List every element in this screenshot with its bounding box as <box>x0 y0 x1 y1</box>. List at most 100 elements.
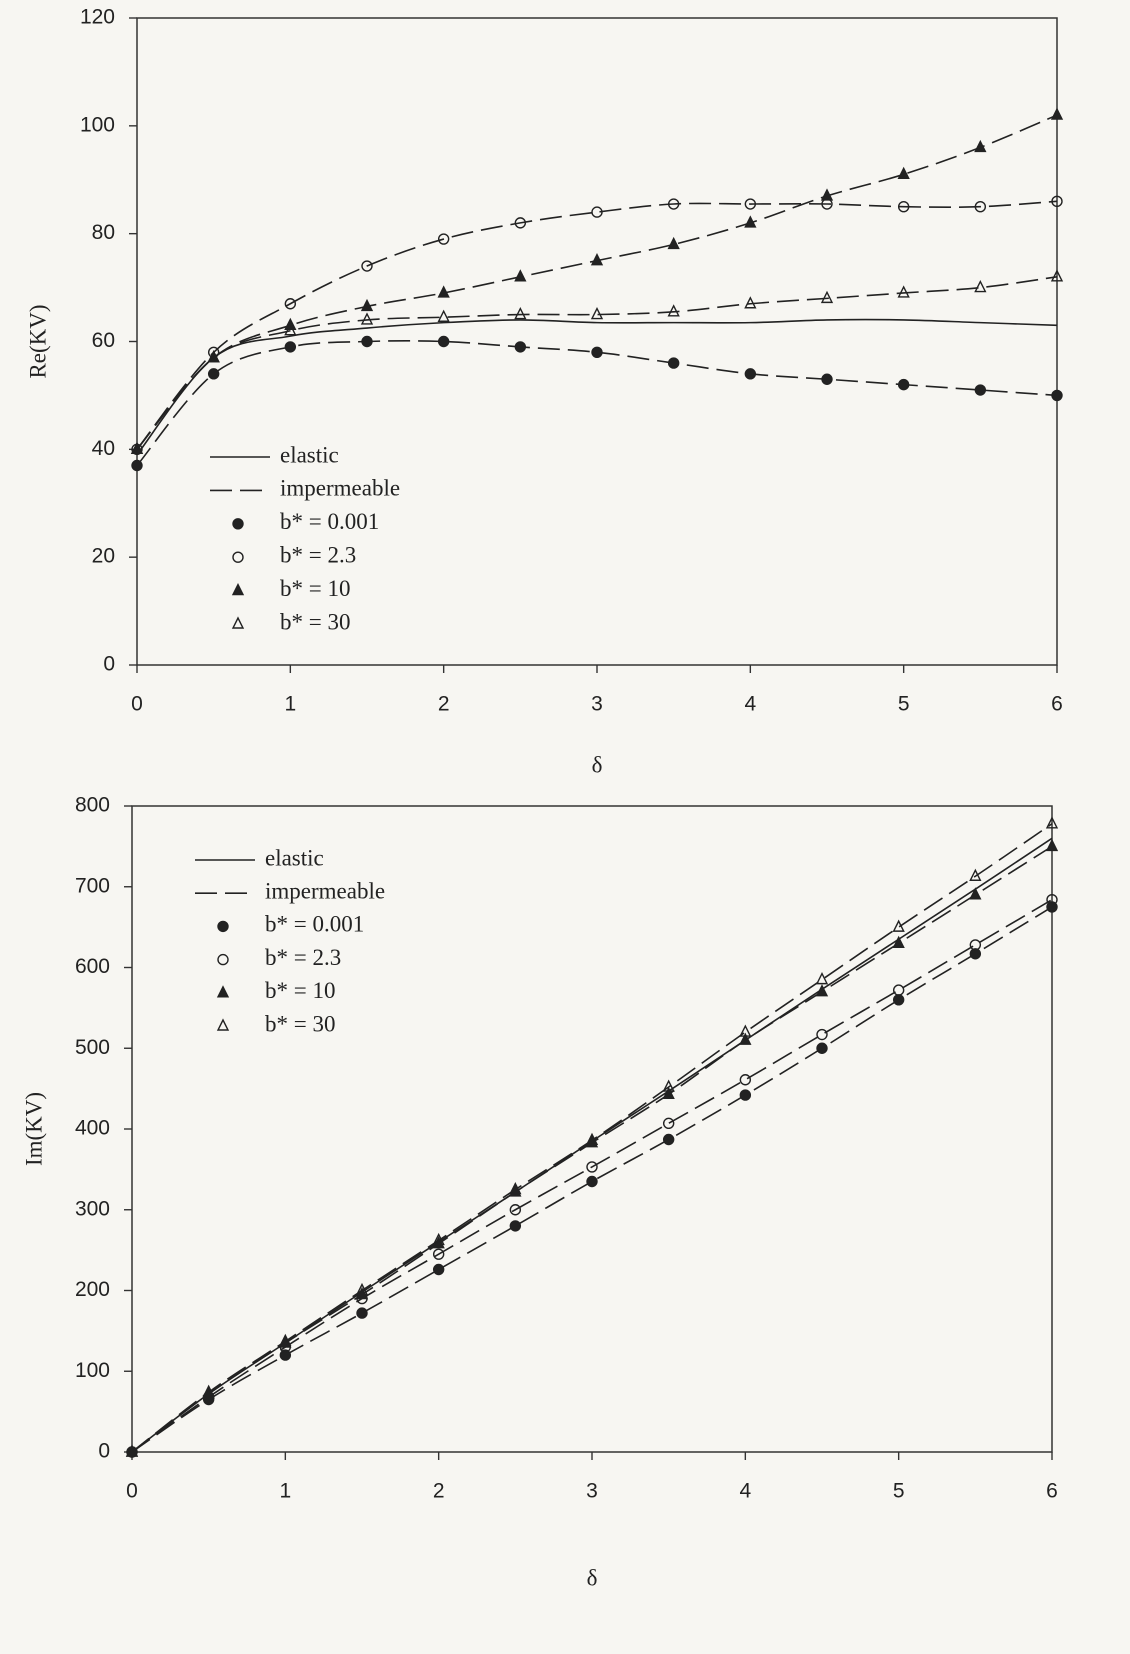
legend-label: b* = 0.001 <box>280 509 379 534</box>
marker <box>817 974 827 984</box>
legend-label: elastic <box>265 845 324 870</box>
y-tick-label: 0 <box>103 653 115 676</box>
series-line <box>137 277 1057 450</box>
x-tick-label: 3 <box>586 1480 598 1503</box>
y-tick-label: 800 <box>75 794 110 817</box>
marker <box>515 342 525 352</box>
marker <box>664 1118 674 1128</box>
legend-label: elastic <box>280 442 339 467</box>
x-tick-label: 6 <box>1046 1480 1058 1503</box>
marker <box>899 168 909 178</box>
y-tick-label: 20 <box>92 545 115 568</box>
legend-label: b* = 2.3 <box>265 945 341 970</box>
x-axis-label: δ <box>587 1565 598 1590</box>
x-tick-label: 4 <box>739 1480 751 1503</box>
marker <box>970 889 980 899</box>
legend-label: b* = 10 <box>265 978 335 1003</box>
marker <box>218 1020 228 1030</box>
x-tick-label: 4 <box>744 693 756 716</box>
page: 0123456020406080100120δRe(KV)elasticimpe… <box>0 0 1130 1654</box>
x-tick-label: 1 <box>284 693 296 716</box>
x-tick-label: 2 <box>433 1480 445 1503</box>
marker <box>233 519 243 529</box>
marker <box>664 1134 674 1144</box>
y-tick-label: 40 <box>92 437 115 460</box>
marker <box>740 1075 750 1085</box>
marker <box>233 618 243 628</box>
marker <box>975 385 985 395</box>
x-tick-label: 3 <box>591 693 603 716</box>
series-line <box>137 115 1057 449</box>
legend-label: impermeable <box>280 476 400 501</box>
marker <box>822 292 832 302</box>
marker <box>970 870 980 880</box>
x-tick-label: 5 <box>893 1480 905 1503</box>
legend-label: b* = 30 <box>280 609 350 634</box>
series-line <box>132 846 1052 1452</box>
marker <box>439 337 449 347</box>
y-axis-label: Im(KV) <box>21 1092 46 1166</box>
x-tick-label: 0 <box>131 693 143 716</box>
marker <box>740 1090 750 1100</box>
marker <box>817 1043 827 1053</box>
marker <box>510 1221 520 1231</box>
y-tick-label: 300 <box>75 1197 110 1220</box>
y-tick-label: 100 <box>80 113 115 136</box>
y-tick-label: 400 <box>75 1117 110 1140</box>
legend-label: b* = 2.3 <box>280 542 356 567</box>
marker <box>592 309 602 319</box>
marker <box>233 552 243 562</box>
legend-label: b* = 0.001 <box>265 912 364 937</box>
marker <box>1052 109 1062 119</box>
y-axis-label: Re(KV) <box>25 304 50 378</box>
marker <box>899 380 909 390</box>
y-tick-label: 200 <box>75 1278 110 1301</box>
marker <box>218 921 228 931</box>
marker <box>218 987 228 997</box>
marker <box>439 311 449 321</box>
marker <box>357 1308 367 1318</box>
y-tick-label: 700 <box>75 874 110 897</box>
marker <box>285 342 295 352</box>
x-tick-label: 0 <box>126 1480 138 1503</box>
x-tick-label: 6 <box>1051 693 1063 716</box>
x-axis-label: δ <box>592 752 603 777</box>
y-tick-label: 100 <box>75 1359 110 1382</box>
marker <box>975 282 985 292</box>
marker <box>515 309 525 319</box>
marker <box>894 995 904 1005</box>
marker <box>669 358 679 368</box>
marker <box>1047 840 1057 850</box>
legend-label: impermeable <box>265 878 385 903</box>
y-tick-label: 600 <box>75 955 110 978</box>
legend-label: b* = 30 <box>265 1011 335 1036</box>
series-line <box>137 320 1057 455</box>
marker <box>362 337 372 347</box>
marker <box>587 1176 597 1186</box>
marker <box>817 1030 827 1040</box>
x-tick-label: 5 <box>898 693 910 716</box>
y-tick-label: 60 <box>92 329 115 352</box>
marker <box>1052 390 1062 400</box>
y-tick-label: 0 <box>98 1440 110 1463</box>
y-tick-label: 500 <box>75 1036 110 1059</box>
marker <box>894 921 904 931</box>
marker <box>233 585 243 595</box>
marker <box>515 271 525 281</box>
legend-label: b* = 10 <box>280 576 350 601</box>
series-line <box>137 341 1057 466</box>
marker <box>434 1265 444 1275</box>
marker <box>592 347 602 357</box>
marker <box>822 374 832 384</box>
y-tick-label: 120 <box>80 6 115 29</box>
plot-frame <box>137 18 1057 665</box>
y-tick-label: 80 <box>92 221 115 244</box>
series-line <box>137 201 1057 449</box>
figure: 0123456020406080100120δRe(KV)elasticimpe… <box>0 0 1130 1654</box>
marker <box>209 369 219 379</box>
marker <box>218 955 228 965</box>
marker <box>132 461 142 471</box>
marker <box>745 369 755 379</box>
x-tick-label: 1 <box>279 1480 291 1503</box>
marker <box>894 985 904 995</box>
